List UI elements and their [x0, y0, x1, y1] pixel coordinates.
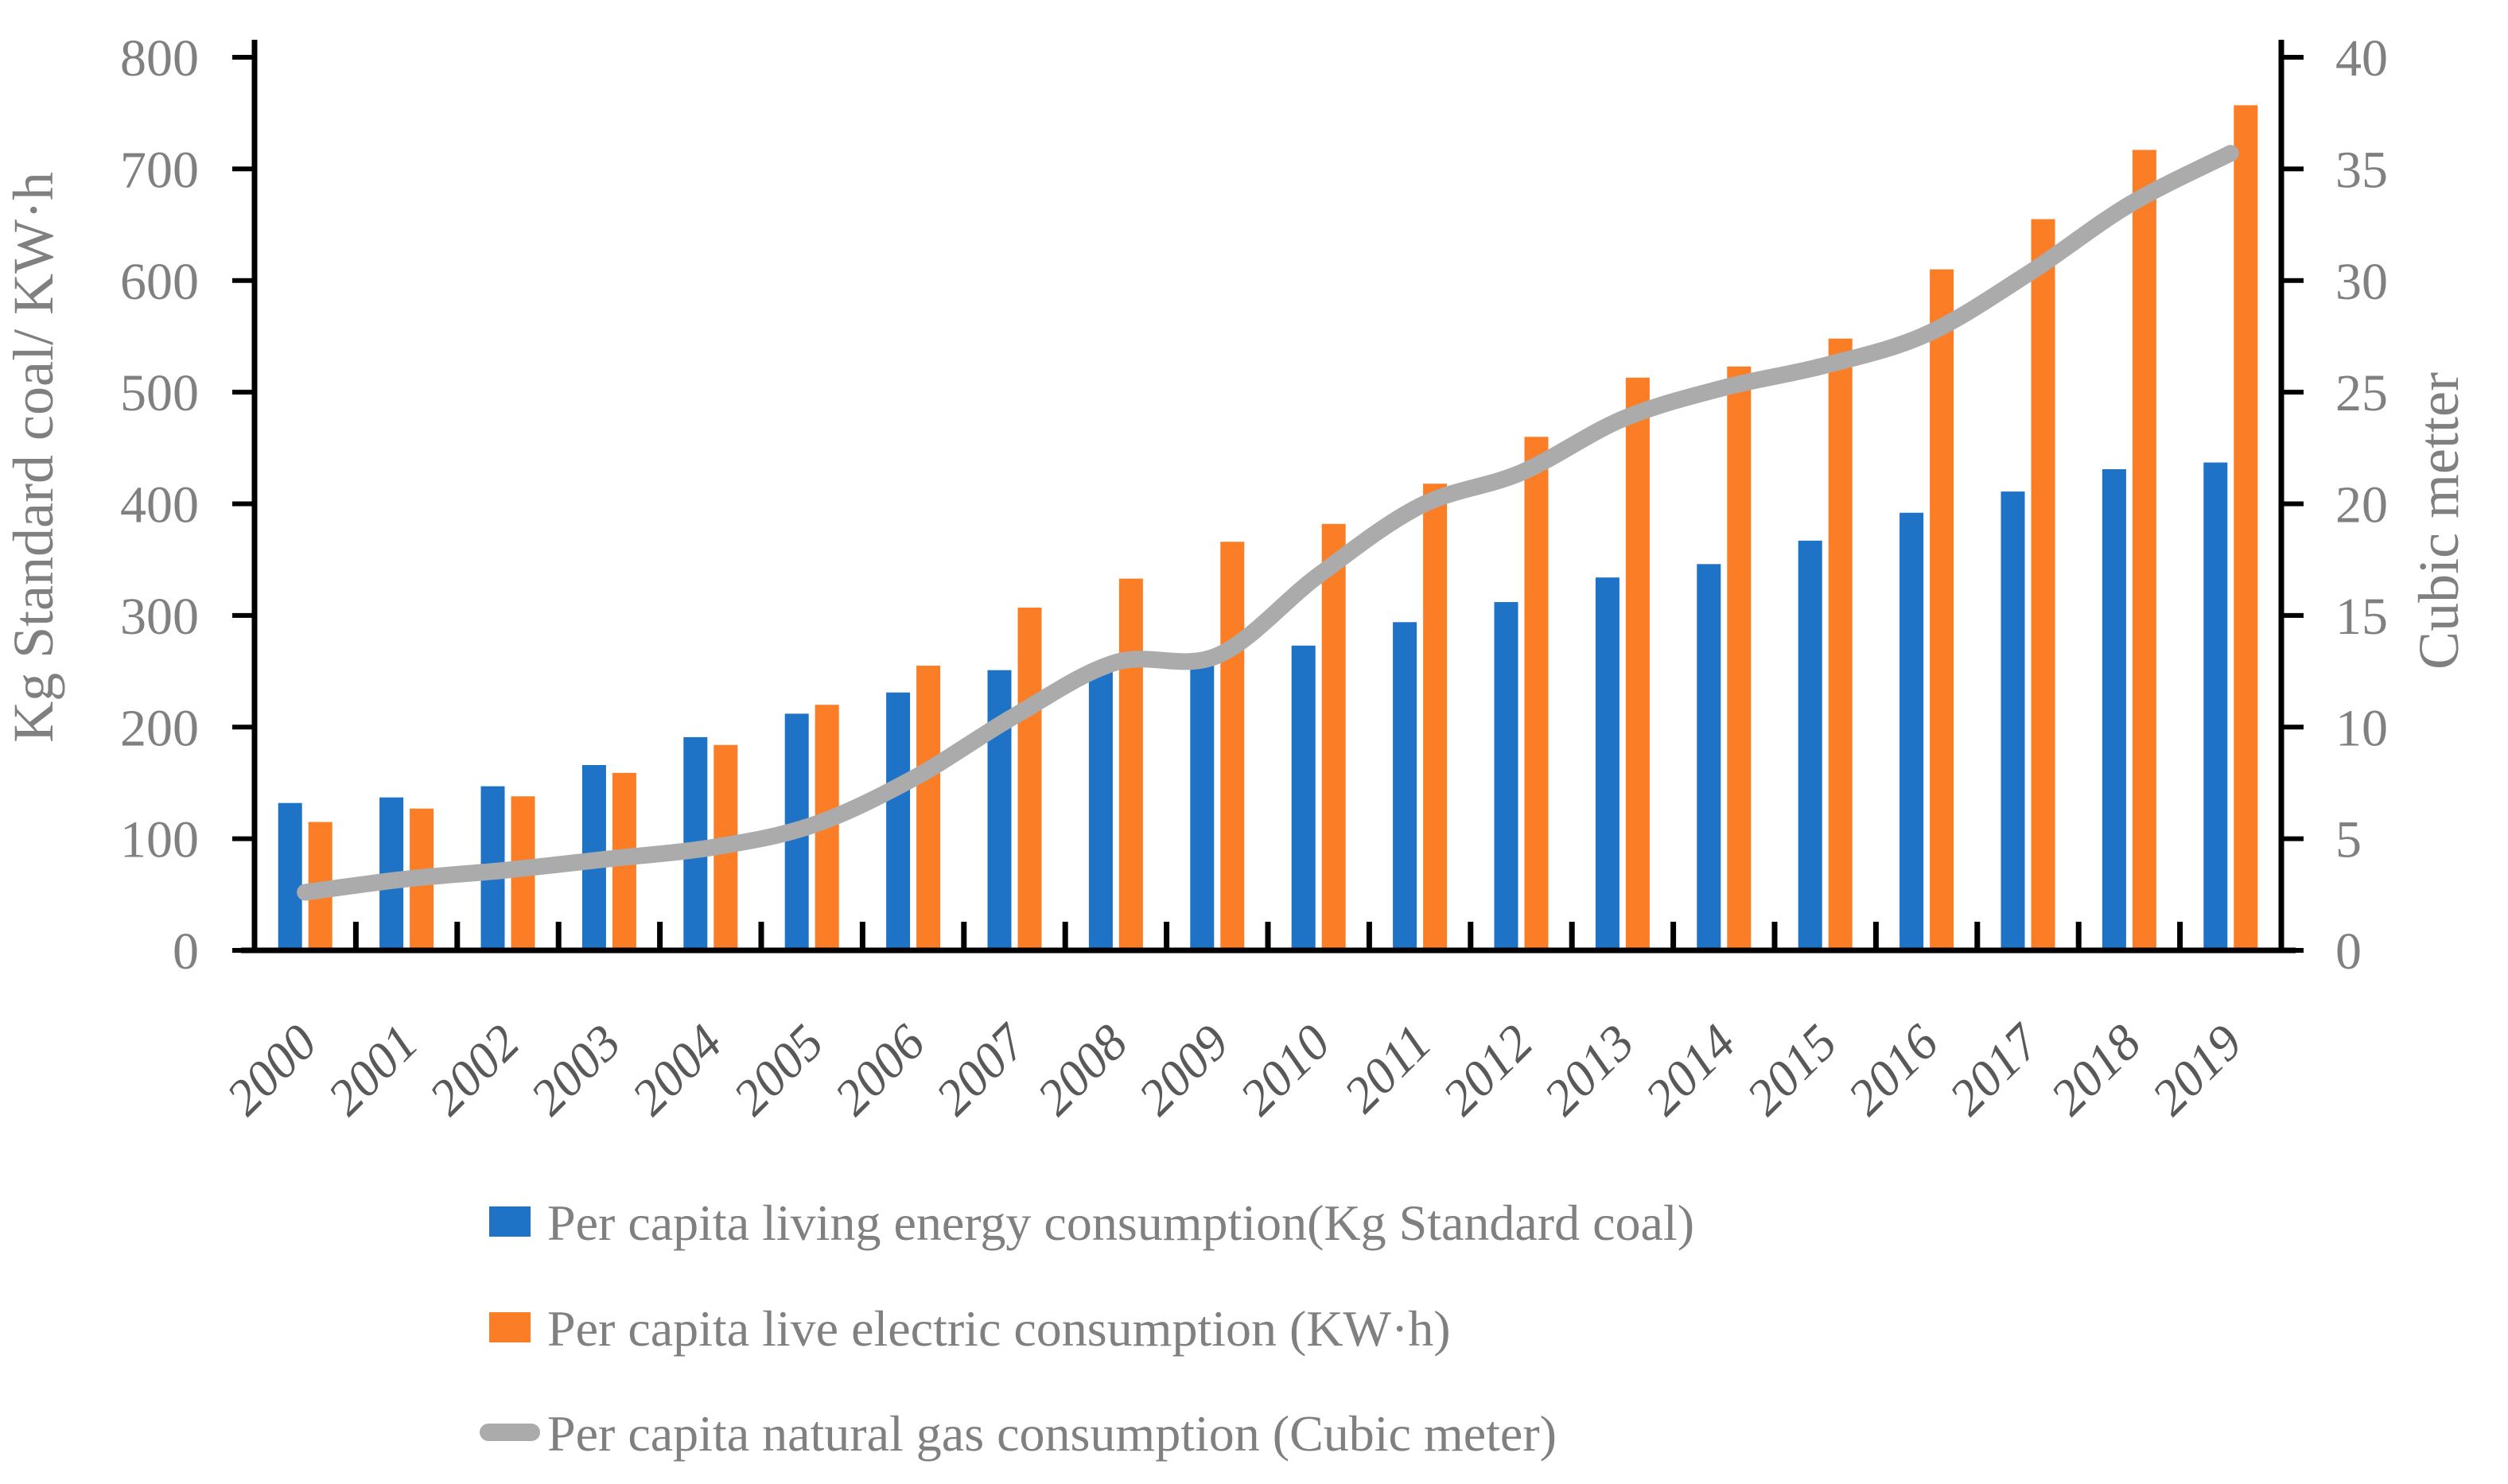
bar-living-energy [1697, 564, 1721, 950]
right-axis-tick-label: 20 [2335, 476, 2388, 534]
bar-living-energy [1595, 577, 1620, 950]
bar-living-energy [1494, 602, 1518, 950]
bar-electric [916, 666, 941, 950]
right-axis-tick-label: 25 [2335, 364, 2388, 422]
bar-electric [1423, 484, 1448, 950]
x-axis-year-label: 2001 [317, 1014, 429, 1126]
x-axis-year-label: 2019 [2141, 1014, 2253, 1126]
right-axis-tick-label: 40 [2335, 29, 2388, 87]
right-axis-tick-label: 0 [2335, 923, 2362, 981]
right-axis-title: Cubic metter [2407, 372, 2471, 670]
legend-label: Per capita live electric consumption (KW… [547, 1300, 1451, 1357]
bar-electric [1118, 578, 1143, 950]
x-axis-year-label: 2011 [1333, 1014, 1442, 1123]
bar-electric [2132, 150, 2156, 951]
bar-electric [1220, 542, 1245, 950]
right-axis-tick-label: 35 [2335, 141, 2388, 199]
x-axis-year-label: 2003 [519, 1014, 632, 1126]
right-axis-tick-label: 10 [2335, 699, 2388, 757]
legend-label: Per capita natural gas consumption (Cubi… [547, 1405, 1557, 1462]
x-axis-year-label: 2000 [216, 1014, 328, 1126]
right-axis: 0 5 10 15 20 25 30 35 40 [2281, 29, 2388, 981]
x-axis-year-label: 2010 [1229, 1014, 1341, 1126]
left-axis-tick-label: 0 [173, 923, 199, 981]
left-axis-title: Kg Standard coal/ KW·h [2, 172, 65, 743]
bar-electric [1017, 608, 1042, 950]
bar-electric [1625, 377, 1650, 951]
left-axis-tick-label: 700 [120, 141, 199, 199]
bar-living-energy [278, 802, 302, 950]
x-axis-year-label: 2016 [1837, 1014, 1949, 1126]
bar-electric [1727, 366, 1752, 950]
bar-electric [1930, 269, 1954, 950]
axes [241, 40, 2296, 954]
right-axis-tick-label: 15 [2335, 588, 2388, 646]
left-axis-tick-label: 400 [120, 476, 199, 534]
x-axis-year-label: 2009 [1127, 1014, 1239, 1126]
bar-living-energy [1291, 645, 1316, 950]
left-axis-tick-label: 300 [120, 588, 199, 646]
x-axis-year-label: 2015 [1736, 1014, 1848, 1126]
bar-electric [2031, 219, 2055, 950]
x-axis-year-label: 2005 [722, 1014, 834, 1126]
bar-electric [1828, 338, 1853, 950]
x-axis-year-label: 2008 [1026, 1014, 1138, 1126]
right-axis-tick-label: 5 [2335, 811, 2362, 869]
bar-living-energy [2102, 468, 2126, 950]
bar-electric [1524, 437, 1549, 950]
bar-living-energy [1798, 540, 1822, 950]
line-natural-gas [297, 145, 2239, 901]
legend-swatch-living-energy [489, 1206, 531, 1237]
left-axis-tick-label: 100 [120, 811, 199, 869]
legend-item-natural-gas: Per capita natural gas consumption (Cubi… [480, 1405, 1557, 1462]
bar-living-energy [2001, 491, 2025, 950]
bar-living-energy [886, 692, 911, 950]
left-axis-tick-label: 200 [120, 699, 199, 757]
legend: Per capita living energy consumption(Kg … [480, 1195, 1694, 1462]
bar-electric [2234, 105, 2258, 951]
bar-living-energy [1190, 663, 1215, 950]
legend-swatch-electric [489, 1312, 531, 1342]
x-axis-year-label: 2004 [620, 1014, 733, 1126]
x-axis-year-label: 2002 [418, 1014, 531, 1126]
x-axis-year-label: 2014 [1634, 1014, 1746, 1126]
x-axis-year-label: 2017 [1938, 1012, 2052, 1126]
left-axis-tick-label: 600 [120, 253, 199, 311]
x-axis-year-label: 2018 [2039, 1014, 2152, 1126]
bar-living-energy [1393, 622, 1417, 950]
left-axis: 0 100 200 300 400 500 600 700 800 [120, 29, 255, 981]
x-axis-year-label: 2007 [925, 1012, 1039, 1126]
x-axis-year-label: 2013 [1533, 1014, 1645, 1126]
bar-electric [1321, 523, 1346, 950]
legend-item-living-energy: Per capita living energy consumption(Kg … [489, 1195, 1694, 1251]
x-axis-year-label: 2012 [1432, 1014, 1544, 1126]
left-axis-tick-label: 500 [120, 364, 199, 422]
legend-label: Per capita living energy consumption(Kg … [547, 1195, 1694, 1251]
bar-living-energy [1899, 512, 1924, 950]
legend-item-electric: Per capita live electric consumption (KW… [489, 1300, 1451, 1357]
bar-living-energy [2203, 462, 2228, 950]
x-axis-year-label: 2006 [823, 1014, 935, 1126]
right-axis-tick-label: 30 [2335, 253, 2388, 311]
bar-living-energy [1088, 667, 1113, 950]
left-axis-tick-label: 800 [120, 29, 199, 87]
